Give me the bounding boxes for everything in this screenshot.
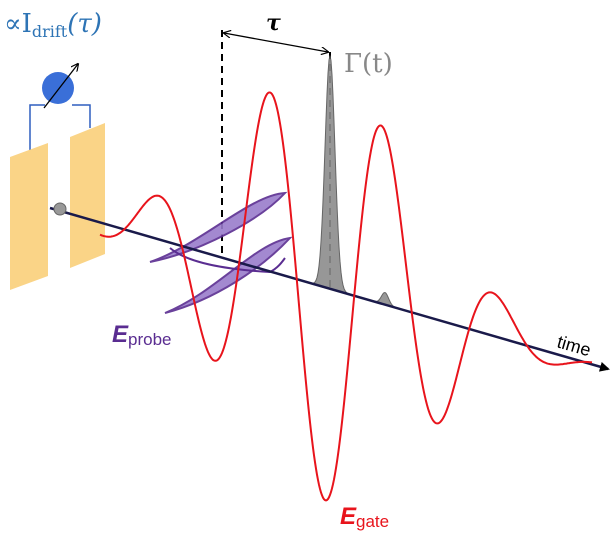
label-part: ∝I: [4, 9, 32, 39]
electron: [53, 202, 67, 216]
gate-envelope: [294, 55, 396, 309]
wire: [29, 104, 45, 150]
probe-lobe: [169, 247, 286, 274]
delay-arrow: [224, 33, 328, 52]
label-part: (τ): [67, 9, 102, 39]
gate-label: Egate: [340, 503, 389, 531]
probe-label: Eprobe: [112, 321, 172, 349]
label-part: E: [112, 321, 129, 348]
label-part: drift: [32, 22, 68, 41]
probe-lobe: [164, 236, 293, 314]
probe-lobe: [149, 191, 288, 263]
time-axis: [49, 206, 610, 372]
drift-current-label: ∝Idrift(τ): [4, 9, 102, 41]
detector: [10, 64, 105, 290]
probe-pulse: [149, 191, 293, 314]
label-part: gate: [356, 512, 389, 531]
ammeter: [42, 72, 74, 104]
plate: [70, 123, 105, 268]
meter-needle: [43, 64, 78, 109]
gate-field: [99, 91, 593, 502]
delay-label: τ: [266, 10, 281, 36]
label-part: E: [340, 503, 357, 530]
plate: [10, 143, 48, 290]
label-part: probe: [128, 330, 171, 349]
envelope-label: Γ(t): [344, 49, 393, 79]
wire: [72, 104, 91, 128]
